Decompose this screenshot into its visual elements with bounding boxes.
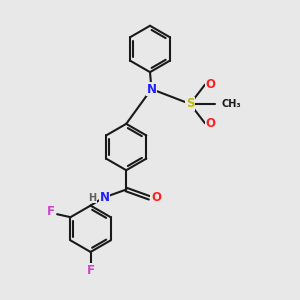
- Text: F: F: [87, 264, 94, 277]
- Text: N: N: [146, 82, 157, 96]
- Text: N: N: [100, 191, 110, 204]
- Text: O: O: [205, 117, 215, 130]
- Text: S: S: [186, 98, 194, 110]
- Text: O: O: [205, 78, 215, 91]
- Text: O: O: [151, 191, 161, 204]
- Text: H: H: [88, 193, 97, 203]
- Text: CH₃: CH₃: [222, 99, 242, 109]
- Text: F: F: [47, 205, 55, 218]
